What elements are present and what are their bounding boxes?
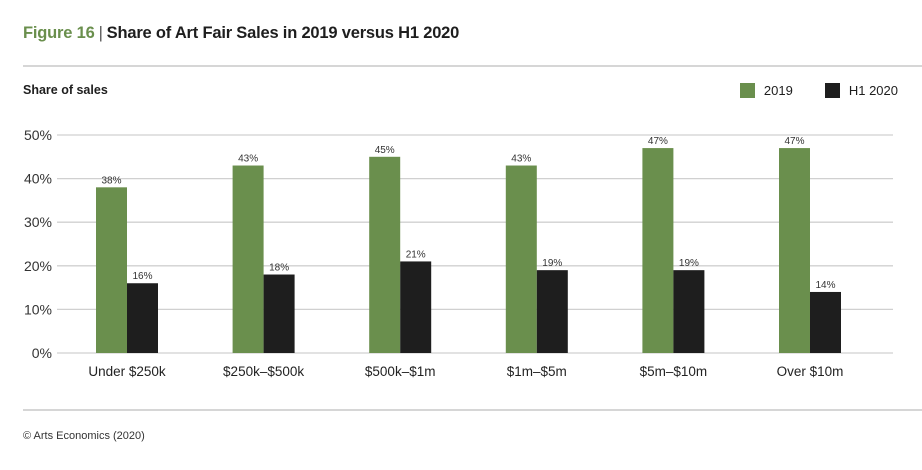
legend-label-h1-2020: H1 2020 bbox=[848, 83, 898, 98]
bar-2019 bbox=[369, 156, 401, 353]
category-label: $5m–$10m bbox=[640, 364, 708, 379]
legend-swatch-h1-2020 bbox=[824, 83, 840, 98]
data-label-h1-2020: 19% bbox=[679, 258, 699, 269]
data-label-2019: 47% bbox=[784, 136, 804, 147]
bar-2019 bbox=[642, 148, 674, 353]
y-tick-label: 10% bbox=[24, 301, 52, 317]
category-label: Over $10m bbox=[777, 364, 844, 379]
legend-swatch-2019 bbox=[739, 83, 755, 98]
data-label-h1-2020: 14% bbox=[815, 280, 835, 291]
y-tick-label: 0% bbox=[32, 345, 52, 361]
top-divider bbox=[23, 65, 922, 67]
category-labels: Under $250k $250k–$500k $500k–$1m $1m–$5m $5… bbox=[88, 364, 843, 379]
figure-label: Figure 16 bbox=[23, 24, 95, 42]
source-note: © Arts Economics (2020) bbox=[23, 430, 145, 442]
bottom-divider bbox=[23, 409, 922, 411]
bar-2019 bbox=[779, 148, 810, 353]
y-tick-label: 40% bbox=[24, 171, 52, 187]
data-label-2019: 45% bbox=[375, 145, 395, 156]
data-label-h1-2020: 16% bbox=[132, 271, 152, 282]
bar-h1-2020 bbox=[810, 291, 841, 353]
bar-h1-2020 bbox=[673, 270, 705, 353]
legend-item-h1-2020: H1 2020 bbox=[824, 83, 898, 98]
data-label-2019: 38% bbox=[101, 175, 121, 186]
legend-item-2019: 2019 bbox=[739, 83, 793, 98]
bar-h1-2020 bbox=[127, 283, 158, 353]
y-tick-label: 50% bbox=[24, 127, 52, 143]
figure-title: Share of Art Fair Sales in 2019 versus H… bbox=[106, 24, 460, 42]
data-label-h1-2020: 21% bbox=[406, 249, 426, 260]
category-label: Under $250k bbox=[88, 364, 166, 379]
bars bbox=[96, 148, 841, 353]
bar-h1-2020 bbox=[263, 274, 295, 353]
legend: 2019 H1 2020 bbox=[708, 83, 898, 98]
category-label: $1m–$5m bbox=[507, 364, 567, 379]
bar-2019 bbox=[505, 165, 537, 353]
data-label-h1-2020: 18% bbox=[269, 263, 289, 274]
bar-2019 bbox=[232, 165, 264, 353]
title-separator: | bbox=[98, 24, 103, 42]
chart-title: Figure 16 | Share of Art Fair Sales in 201… bbox=[23, 24, 459, 43]
data-labels: 38% 16% 43% 18% 45% 21% 43% 19% 47% 19% 47% 14% bbox=[101, 136, 835, 291]
data-label-2019: 47% bbox=[648, 136, 668, 147]
bar-2019 bbox=[96, 187, 127, 353]
gridlines bbox=[57, 134, 893, 354]
category-label: $250k–$500k bbox=[223, 364, 304, 379]
bar-h1-2020 bbox=[400, 261, 432, 353]
data-label-h1-2020: 19% bbox=[542, 258, 562, 269]
data-label-2019: 43% bbox=[511, 154, 531, 165]
data-label-2019: 43% bbox=[238, 154, 258, 165]
y-tick-label: 20% bbox=[24, 258, 52, 274]
y-tick-label: 30% bbox=[24, 214, 52, 230]
legend-label-2019: 2019 bbox=[763, 83, 793, 98]
bar-h1-2020 bbox=[536, 270, 568, 353]
y-tick-labels: 0% 10% 20% 30% 40% 50% bbox=[24, 127, 52, 361]
y-axis-label: Share of sales bbox=[23, 83, 108, 97]
category-label: $500k–$1m bbox=[365, 364, 436, 379]
